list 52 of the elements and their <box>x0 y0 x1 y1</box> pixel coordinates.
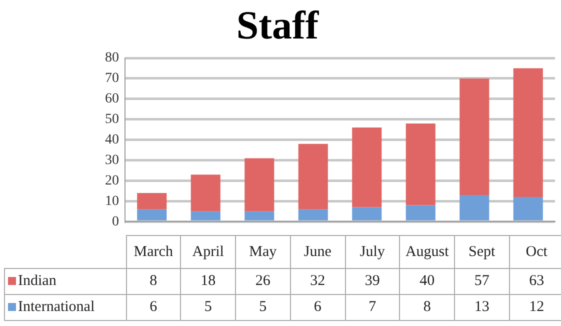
legend-label: International <box>18 299 95 315</box>
data-label: 32 <box>290 268 345 294</box>
x-tick-label: Oct <box>509 236 561 268</box>
data-label: 5 <box>180 294 236 320</box>
data-label: 8 <box>126 268 181 294</box>
y-tick-label: 10 <box>105 194 119 209</box>
data-label: 26 <box>236 268 290 294</box>
y-tick-label: 50 <box>105 112 119 128</box>
bar <box>352 207 382 220</box>
data-label: 6 <box>290 294 345 320</box>
bar <box>190 211 220 220</box>
bar <box>190 174 220 212</box>
data-label: 13 <box>454 294 510 320</box>
y-tick-label: 20 <box>105 173 119 188</box>
bar <box>244 211 274 220</box>
data-label: 57 <box>454 268 510 294</box>
bar <box>298 209 328 220</box>
x-tick-label: July <box>345 236 400 268</box>
x-tick-label: May <box>236 236 290 268</box>
x-tick-label: April <box>180 236 236 268</box>
x-tick-label: March <box>126 236 181 268</box>
data-label: 7 <box>345 294 400 320</box>
bar <box>244 158 274 212</box>
data-label: 39 <box>345 268 400 294</box>
data-label: 8 <box>400 294 454 320</box>
bar <box>406 123 436 206</box>
y-tick-label: 0 <box>112 214 119 230</box>
bar <box>298 144 328 210</box>
bar <box>352 128 382 208</box>
y-tick-label: 30 <box>105 152 119 168</box>
y-tick-label: 60 <box>105 92 119 107</box>
x-tick-label: Sept <box>454 236 510 268</box>
bar <box>460 78 490 196</box>
y-tick-label: 70 <box>105 71 119 86</box>
data-label: 18 <box>180 268 236 294</box>
data-label: 6 <box>126 294 181 320</box>
x-tick-label: June <box>290 236 345 268</box>
data-label: 5 <box>236 294 290 320</box>
y-tick-label: 40 <box>105 132 119 148</box>
bar <box>460 195 490 220</box>
bar <box>513 68 543 198</box>
data-label: 40 <box>400 268 454 294</box>
bar <box>137 192 167 210</box>
bar <box>513 197 543 220</box>
data-label: 12 <box>509 294 561 320</box>
bar <box>137 209 167 220</box>
legend-label: Indian <box>18 273 56 289</box>
bar <box>406 205 436 220</box>
chart-title: Staff <box>236 2 320 48</box>
data-label: 63 <box>509 268 561 294</box>
y-tick-label: 80 <box>105 50 119 66</box>
x-tick-label: August <box>400 236 454 268</box>
